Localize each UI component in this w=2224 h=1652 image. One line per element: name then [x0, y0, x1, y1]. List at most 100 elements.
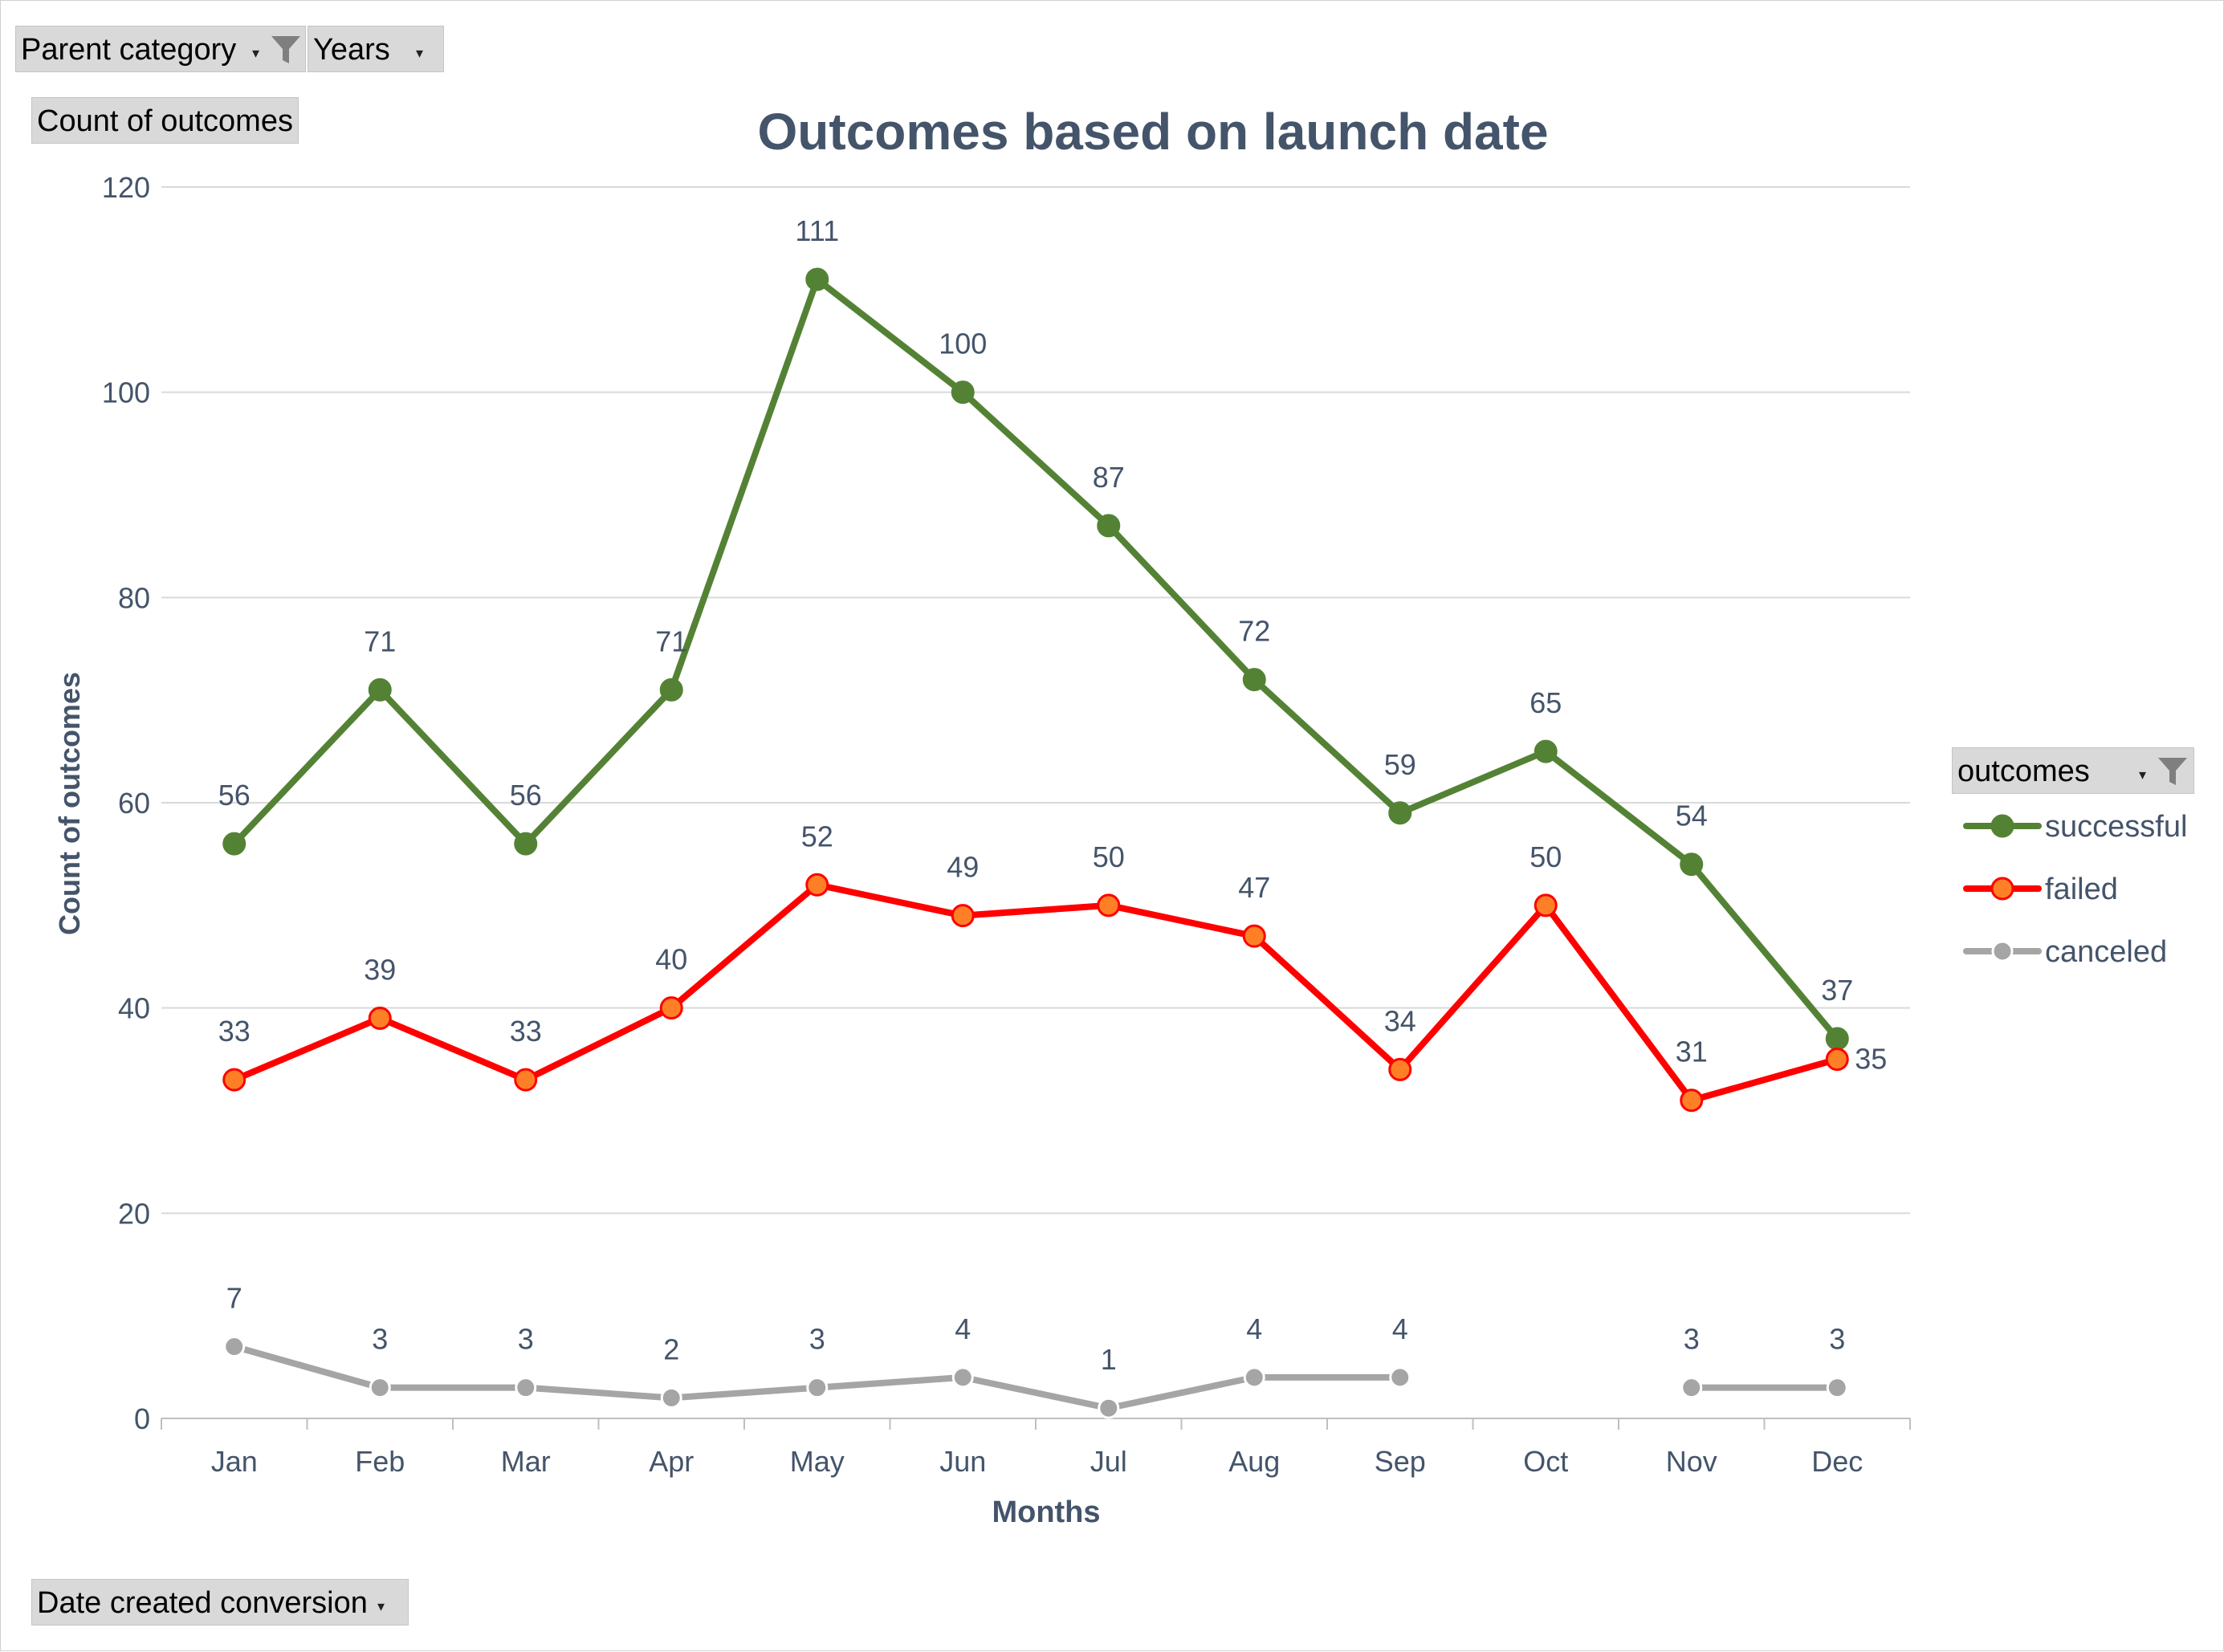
data-label-failed: 39	[364, 953, 396, 986]
x-tick-label: Nov	[1666, 1445, 1717, 1478]
series-markers	[222, 267, 1849, 1419]
data-point-successful	[222, 832, 246, 856]
date-created-conversion-label: Date created conversion	[37, 1586, 368, 1620]
data-label-canceled: 3	[372, 1323, 388, 1356]
x-tick-label: Mar	[501, 1445, 551, 1478]
data-point-canceled	[515, 1377, 537, 1399]
data-point-successful	[1534, 739, 1558, 763]
x-tick-label: Dec	[1811, 1445, 1863, 1478]
outcomes-label: outcomes	[1957, 755, 2090, 788]
x-tick-label: Jan	[211, 1445, 258, 1478]
data-label-canceled: 3	[1684, 1323, 1700, 1356]
data-label-successful: 71	[364, 625, 396, 657]
data-label-successful: 59	[1384, 748, 1416, 781]
data-label-successful: 87	[1093, 461, 1125, 494]
y-axis-title: Count of outcomes	[53, 672, 86, 935]
x-tick-label: Aug	[1228, 1445, 1280, 1478]
data-point-canceled	[660, 1386, 682, 1409]
legend-swatch-marker	[1990, 814, 2014, 838]
data-point-failed	[514, 1068, 538, 1092]
data-label-failed: 50	[1530, 840, 1562, 873]
series-line-failed	[230, 881, 1841, 1104]
legend-entry-failed[interactable]: failed	[2045, 873, 2118, 906]
data-point-canceled	[369, 1377, 391, 1399]
gridlines	[161, 186, 1910, 1215]
y-tick-label: 40	[118, 992, 150, 1025]
data-point-failed	[951, 904, 975, 928]
funnel-filter-icon	[271, 36, 300, 63]
data-label-canceled: 4	[1392, 1312, 1408, 1345]
data-label-canceled: 3	[1829, 1323, 1845, 1356]
legend-swatch-marker	[1990, 877, 2014, 901]
data-label-failed: 40	[655, 943, 687, 976]
data-label-failed: 34	[1384, 1004, 1416, 1037]
dropdown-arrow-icon: ▾	[2139, 767, 2147, 783]
data-point-successful	[1825, 1027, 1849, 1051]
years-filter-button[interactable]: Years ▾	[308, 26, 444, 72]
data-point-canceled	[951, 1366, 974, 1389]
funnel-filter-icon	[2158, 758, 2187, 785]
data-point-failed	[659, 996, 683, 1020]
data-label-successful: 56	[510, 779, 542, 812]
data-label-canceled: 4	[1246, 1312, 1262, 1345]
x-tick-label: Jul	[1090, 1445, 1127, 1478]
data-label-canceled: 4	[955, 1312, 971, 1345]
data-label-successful: 111	[795, 214, 839, 247]
dropdown-arrow-icon: ▾	[377, 1598, 385, 1614]
data-point-canceled	[1243, 1366, 1265, 1389]
data-label-successful: 56	[218, 779, 251, 812]
count-of-outcomes-label: Count of outcomes	[37, 104, 293, 138]
data-point-successful	[951, 380, 975, 405]
data-point-successful	[1388, 801, 1412, 825]
x-axis: Jan Feb Mar Apr May Jun Jul Aug Sep Oct Nov Dec	[161, 1418, 1911, 1478]
outcomes-legend-filter-button[interactable]: outcomes ▾	[1952, 747, 2194, 794]
data-point-canceled	[1098, 1397, 1120, 1419]
data-point-canceled	[223, 1336, 246, 1358]
y-tick-label: 100	[102, 376, 150, 409]
data-point-successful	[805, 267, 829, 291]
data-point-canceled	[1389, 1366, 1411, 1389]
data-point-failed	[805, 873, 829, 897]
series-lines	[230, 276, 1841, 1412]
legend-entry-canceled[interactable]: canceled	[2045, 935, 2167, 969]
chart-title: Outcomes based on launch date	[757, 103, 1548, 161]
data-point-failed	[1242, 924, 1266, 948]
data-label-successful: 72	[1238, 615, 1270, 648]
data-label-successful: 54	[1676, 800, 1708, 832]
count-of-outcomes-value-button[interactable]: Count of outcomes	[31, 97, 299, 144]
data-point-failed	[1097, 893, 1121, 918]
y-tick-label: 80	[118, 581, 150, 614]
data-label-failed: 52	[801, 820, 833, 852]
data-point-failed	[1534, 893, 1558, 918]
y-tick-label: 120	[102, 171, 150, 204]
data-label-canceled: 3	[518, 1323, 534, 1356]
data-label-successful: 65	[1530, 686, 1562, 719]
x-tick-label: May	[790, 1445, 845, 1478]
data-point-successful	[1097, 514, 1121, 538]
parent-category-filter-button[interactable]: Parent category ▾	[15, 26, 306, 72]
data-label-canceled: 7	[226, 1282, 242, 1315]
years-label: Years	[313, 33, 390, 67]
data-label-failed: 33	[510, 1015, 542, 1048]
series-line-canceled	[230, 1343, 1841, 1412]
data-label-failed: 35	[1855, 1043, 1887, 1076]
data-point-failed	[222, 1068, 246, 1092]
x-tick-label: Feb	[355, 1445, 405, 1478]
data-label-canceled: 2	[663, 1333, 679, 1365]
date-created-conversion-button[interactable]: Date created conversion ▾	[31, 1579, 409, 1626]
legend-swatch-marker	[1991, 940, 2014, 962]
x-tick-label: Sep	[1375, 1445, 1426, 1478]
data-point-failed	[1680, 1088, 1704, 1113]
data-label-canceled: 3	[809, 1323, 825, 1356]
data-point-successful	[1680, 852, 1704, 877]
x-tick-label: Oct	[1523, 1445, 1568, 1478]
data-point-successful	[514, 832, 538, 856]
series-line-successful	[230, 276, 1841, 1043]
data-point-canceled	[806, 1377, 829, 1399]
data-point-canceled	[1680, 1377, 1703, 1399]
legend-entry-successful[interactable]: successful	[2045, 810, 2187, 844]
data-label-failed: 33	[218, 1015, 251, 1048]
